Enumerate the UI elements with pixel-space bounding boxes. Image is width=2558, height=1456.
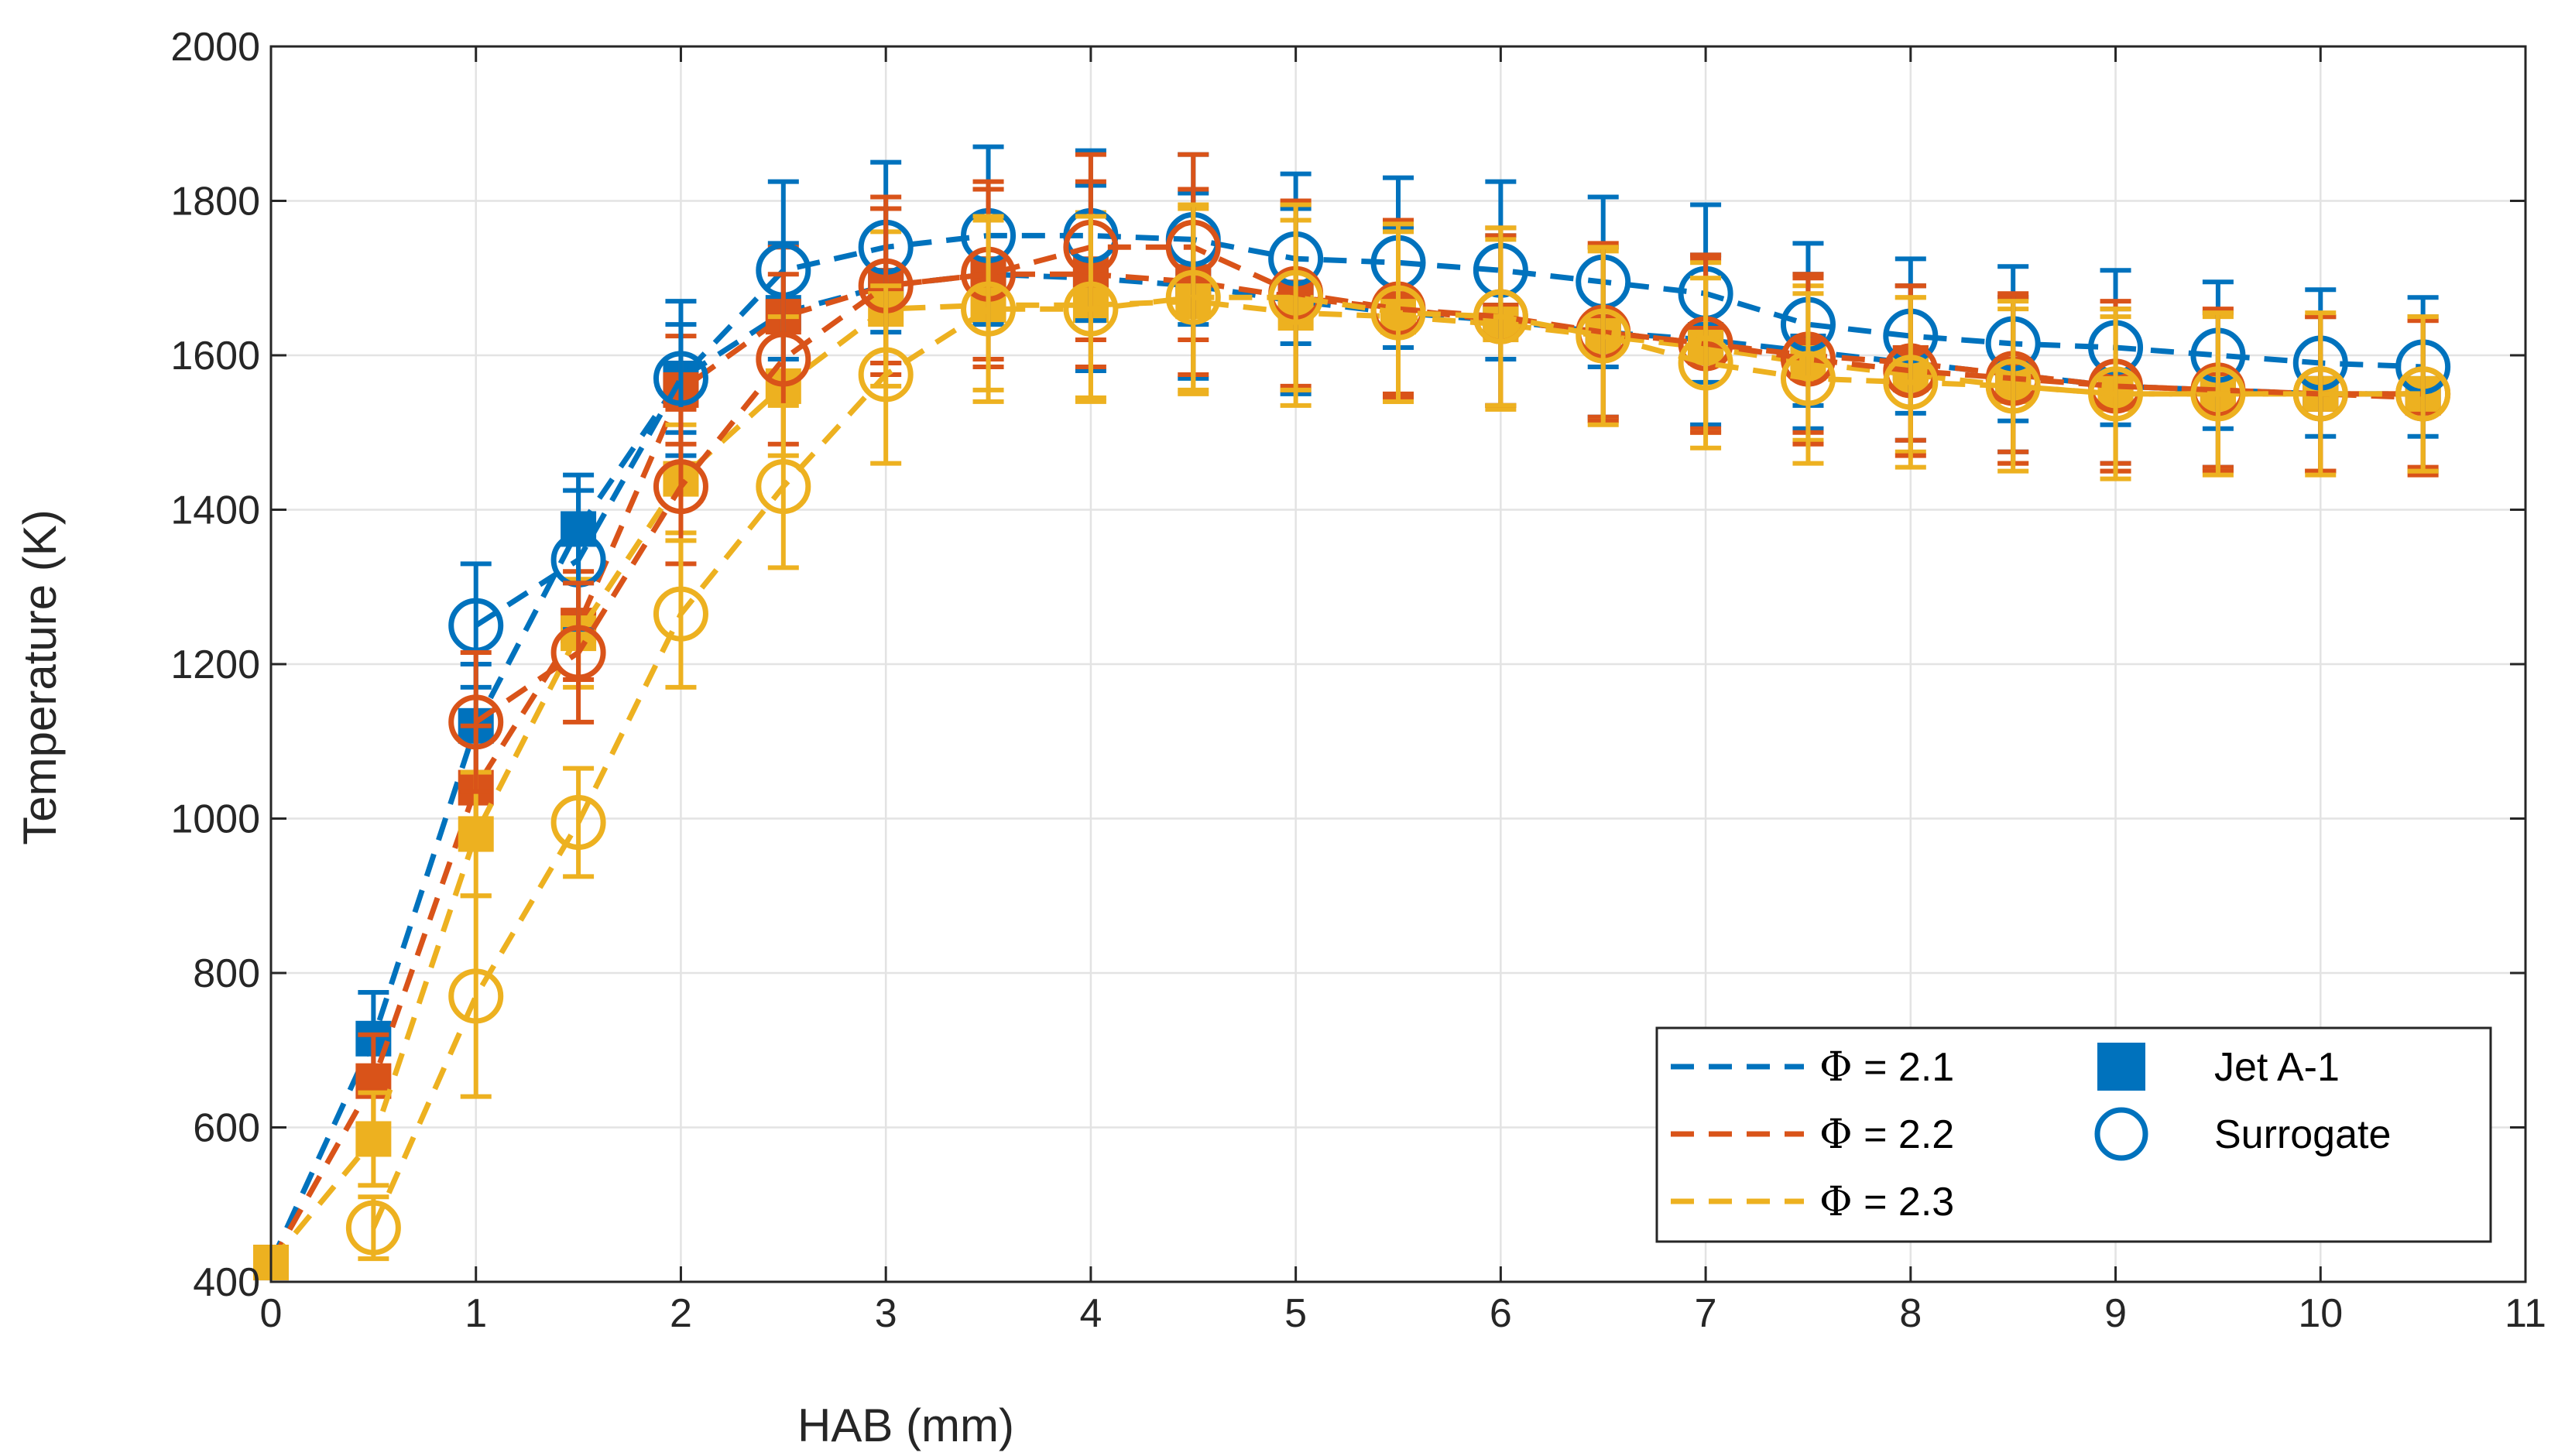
series-line bbox=[474, 232, 2423, 629]
x-tick-label: 5 bbox=[1284, 1291, 1307, 1336]
y-tick-label: 400 bbox=[193, 1260, 260, 1305]
legend-circle-swatch bbox=[2094, 1107, 2148, 1161]
legend-phi-symbol: Φ bbox=[1819, 1112, 1853, 1158]
legend-item-surrogate: Surrogate bbox=[2094, 1107, 2391, 1161]
data-point-circle bbox=[1370, 285, 1426, 341]
x-axis-label: HAB (mm) bbox=[797, 1399, 1014, 1451]
x-tick-label: 7 bbox=[1695, 1291, 1717, 1336]
data-point-circle bbox=[448, 968, 504, 1024]
data-point-circle bbox=[1576, 308, 1631, 364]
y-tick-label: 800 bbox=[193, 951, 260, 996]
legend-phi-symbol: Φ bbox=[1819, 1179, 1853, 1225]
x-tick-label: 8 bbox=[1899, 1291, 1922, 1336]
x-tick-label: 1 bbox=[465, 1291, 487, 1336]
data-point-circle bbox=[961, 281, 1017, 337]
legend-item-jet-a-1: Jet A-1 bbox=[2097, 1043, 2340, 1091]
legend-phi-symbol: Φ bbox=[1819, 1044, 1853, 1091]
legend-label: Jet A-1 bbox=[2214, 1045, 2340, 1090]
data-point-circle bbox=[756, 459, 811, 515]
x-tick-label: 10 bbox=[2298, 1291, 2343, 1336]
legend-item-phi-3: Φ = 2.3 bbox=[1671, 1179, 1954, 1225]
data-point-circle bbox=[345, 1200, 401, 1256]
y-tick-label: 1200 bbox=[170, 642, 260, 687]
data-point-circle bbox=[1780, 351, 1836, 406]
data-point-circle bbox=[1268, 269, 1324, 325]
data-point-circle bbox=[1063, 281, 1119, 337]
data-point-circle bbox=[1985, 358, 2041, 414]
legend-label: Φ = 2.2 bbox=[1819, 1112, 1954, 1158]
series-line bbox=[474, 244, 2423, 725]
y-tick-label: 1000 bbox=[170, 797, 260, 842]
legend-label: Φ = 2.3 bbox=[1819, 1179, 1954, 1225]
x-tick-label: 9 bbox=[2104, 1291, 2127, 1336]
data-point-circle bbox=[1678, 335, 1733, 391]
x-tick-label: 2 bbox=[670, 1291, 692, 1336]
data-point-circle bbox=[1165, 269, 1221, 325]
series-surrogate-2-3 bbox=[345, 202, 2451, 1262]
data-point-circle bbox=[1883, 355, 1939, 410]
data-point-circle bbox=[448, 694, 504, 750]
axes: 0 1 2 3 4 5 6 7 8 9 10 11 400 600 800 1000 1200 1400 1600 1… bbox=[170, 25, 2546, 1336]
data-point-circle bbox=[858, 347, 914, 403]
data-point-circle bbox=[1473, 289, 1528, 344]
data-point-circle bbox=[2190, 366, 2246, 422]
data-point-circle bbox=[653, 351, 708, 406]
legend-phi-value: = 2.1 bbox=[1853, 1045, 1955, 1090]
legend-item-phi-2: Φ = 2.2 bbox=[1671, 1112, 1954, 1158]
y-tick-label: 600 bbox=[193, 1106, 260, 1151]
series-group bbox=[253, 144, 2451, 1281]
y-tick-label: 1400 bbox=[170, 488, 260, 533]
legend-label: Surrogate bbox=[2214, 1112, 2391, 1157]
x-tick-label: 3 bbox=[875, 1291, 897, 1336]
series-line bbox=[268, 271, 2423, 1264]
y-tick-label: 2000 bbox=[170, 25, 260, 70]
legend-phi-value: = 2.3 bbox=[1853, 1180, 1955, 1225]
y-axis-label: Temperature (K) bbox=[14, 509, 66, 844]
data-point-circle bbox=[550, 794, 606, 850]
legend-square-swatch bbox=[2097, 1043, 2145, 1091]
data-point-square bbox=[458, 816, 494, 852]
legend-phi-value: = 2.2 bbox=[1853, 1112, 1955, 1157]
data-point-square bbox=[355, 1121, 392, 1157]
x-tick-label: 6 bbox=[1490, 1291, 1512, 1336]
data-point-circle bbox=[653, 459, 708, 515]
data-point-circle bbox=[2088, 366, 2144, 422]
data-point-circle bbox=[756, 331, 811, 387]
data-point-circle bbox=[2395, 366, 2451, 422]
data-point-circle bbox=[2292, 366, 2348, 422]
legend-label: Φ = 2.1 bbox=[1819, 1044, 1954, 1091]
x-tick-label: 0 bbox=[260, 1291, 283, 1336]
y-tick-label: 1600 bbox=[170, 334, 260, 379]
y-tick-label: 1800 bbox=[170, 180, 260, 224]
legend-item-phi-1: Φ = 2.1 bbox=[1671, 1044, 1954, 1091]
data-point-circle bbox=[653, 586, 708, 642]
series-line bbox=[269, 298, 2423, 1265]
x-tick-label: 11 bbox=[2505, 1291, 2546, 1336]
data-point-circle bbox=[550, 625, 606, 680]
x-tick-label: 4 bbox=[1079, 1291, 1102, 1336]
